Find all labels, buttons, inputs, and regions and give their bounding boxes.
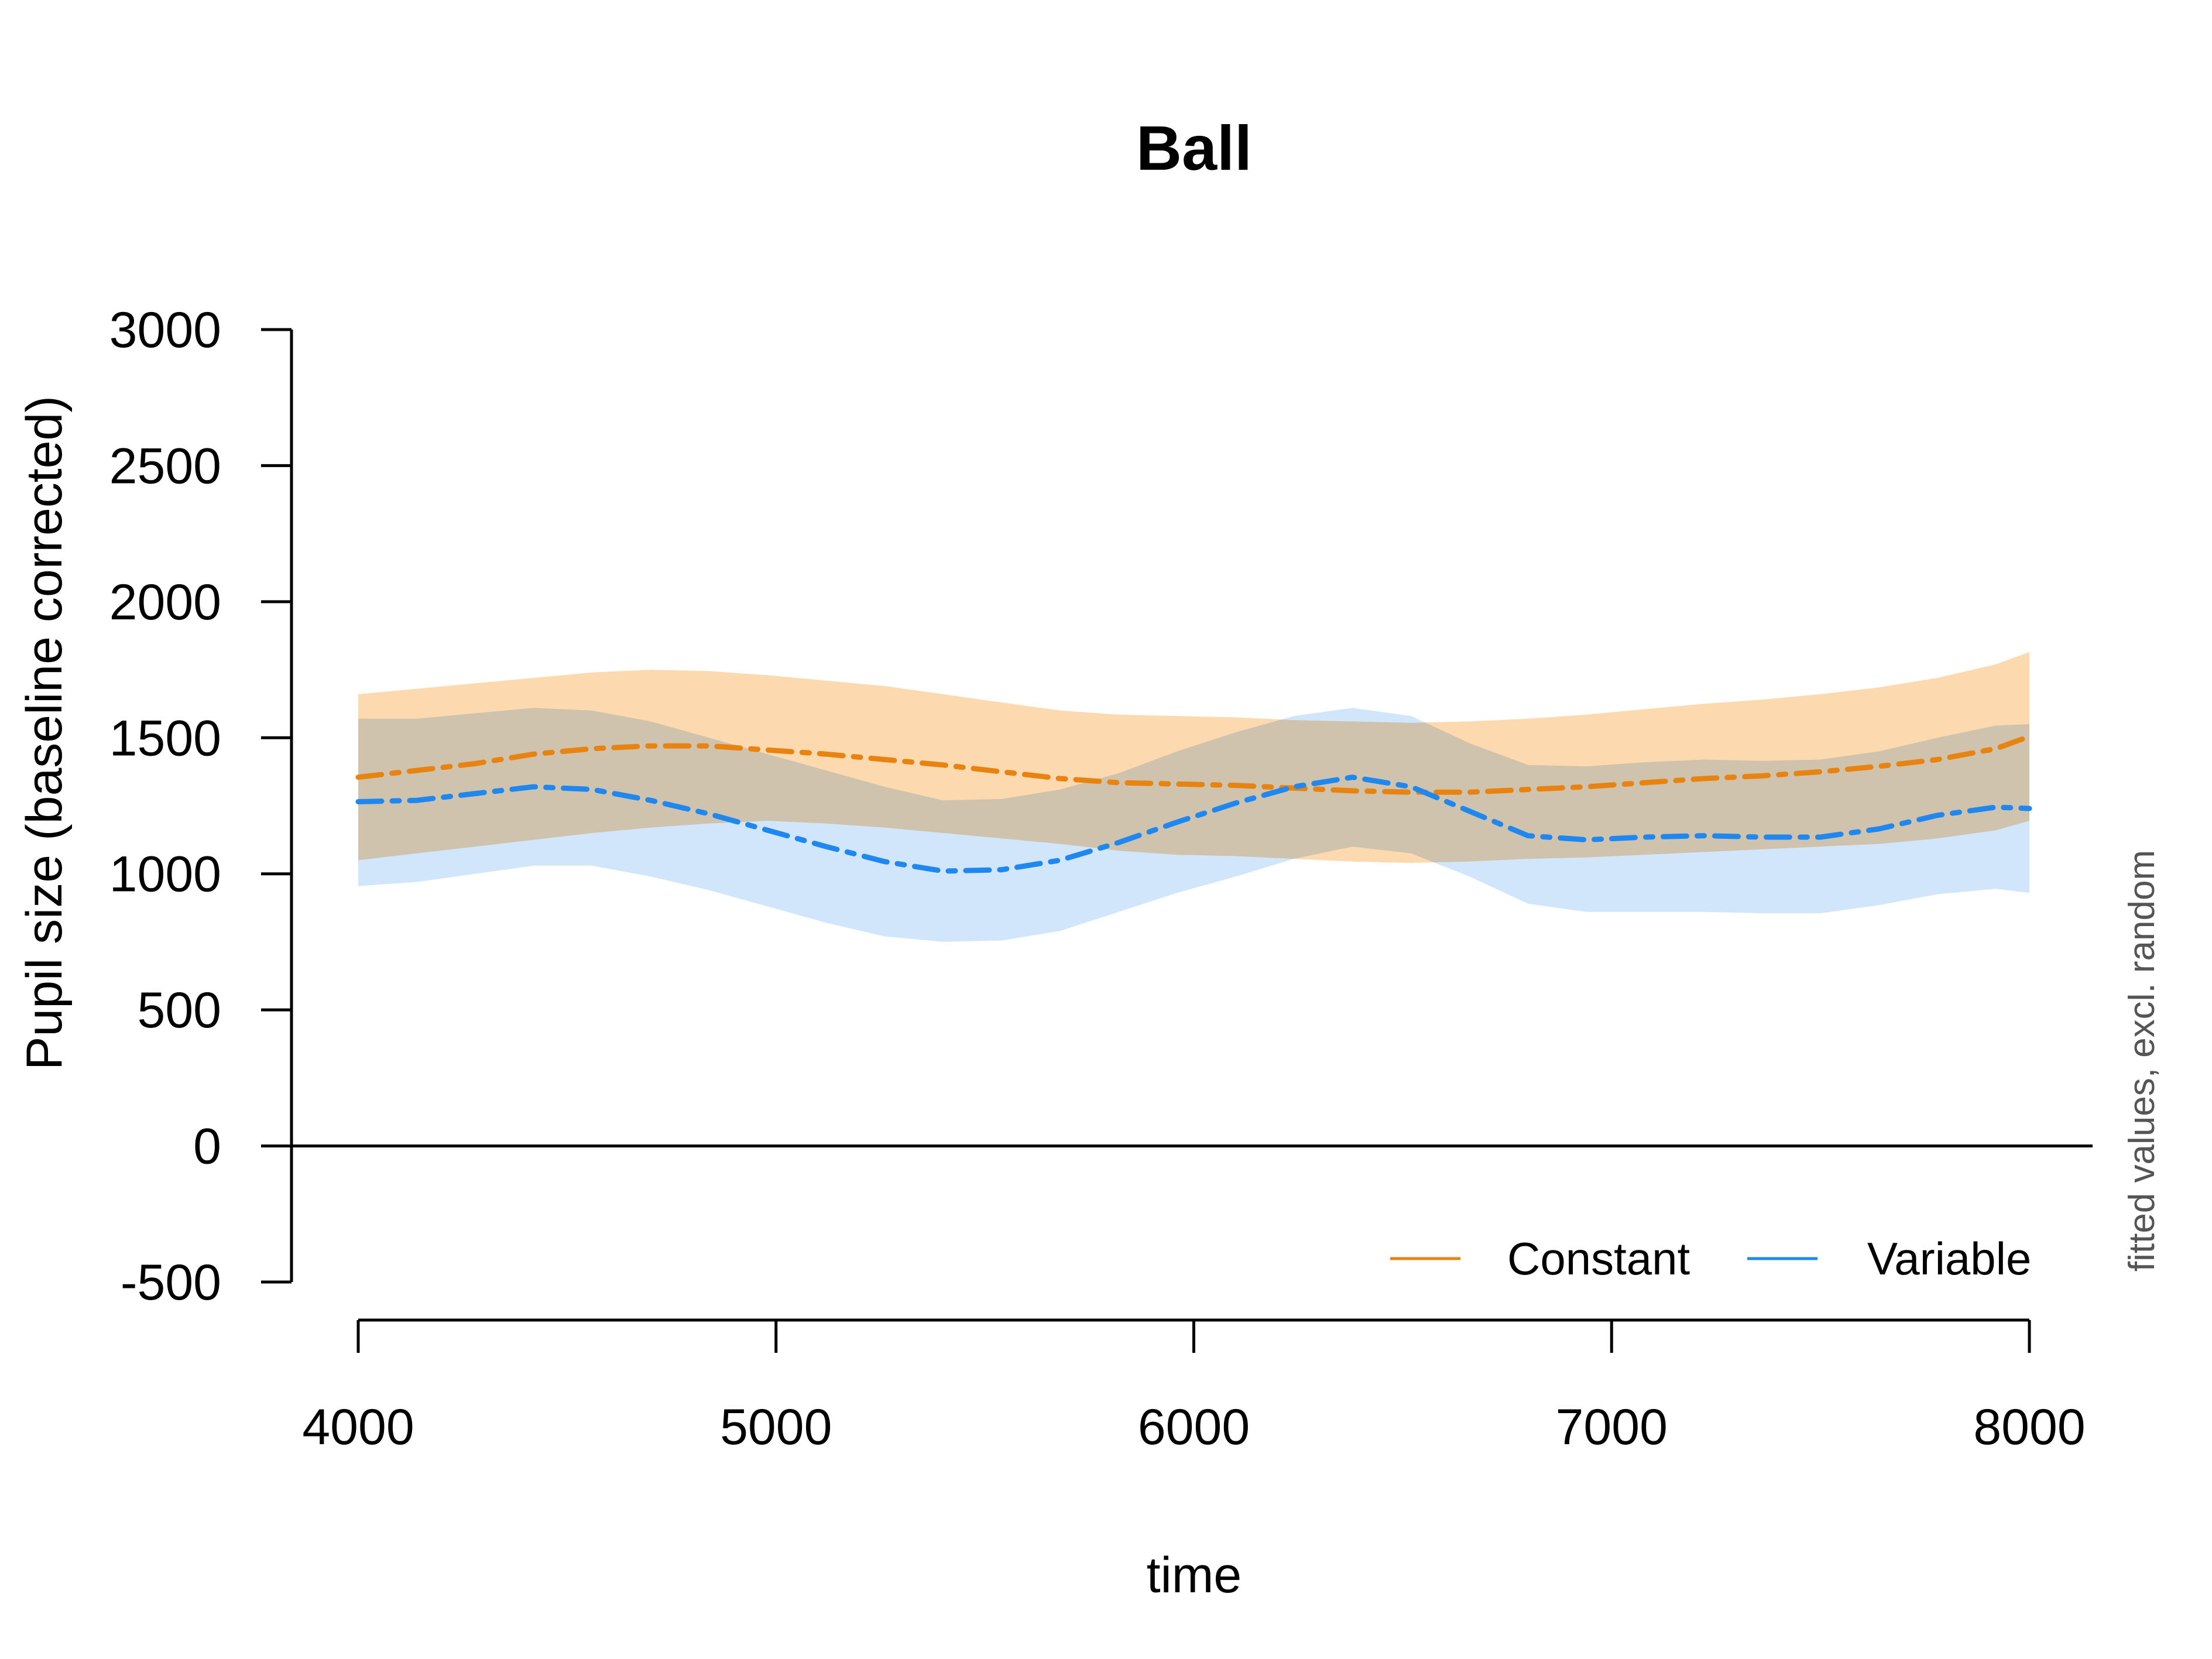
y-tick-label: -500 — [121, 1254, 221, 1311]
y-tick-label: 0 — [193, 1119, 221, 1175]
confidence-bands — [358, 652, 2029, 942]
line-variable — [355, 774, 2032, 874]
y-tick-label: 1500 — [109, 710, 221, 766]
fitted-values-note: fitted values, excl. random — [2122, 850, 2162, 1271]
series-lines — [355, 733, 2032, 874]
y-tick-label: 500 — [138, 982, 222, 1038]
x-tick-label: 6000 — [1138, 1399, 1250, 1455]
y-tick-label: 3000 — [109, 302, 221, 358]
y-axis: -500 0 500 1000 1500 2000 2500 3000 — [109, 302, 293, 1311]
y-tick-label: 1000 — [109, 846, 221, 903]
x-axis: 4000 5000 6000 7000 8000 — [302, 1318, 2086, 1455]
x-tick-label: 4000 — [302, 1399, 414, 1455]
legend: Constant Variable — [1390, 1233, 2031, 1284]
x-tick-label: 7000 — [1556, 1399, 1668, 1455]
band-variable — [358, 708, 2029, 942]
x-tick-label: 5000 — [720, 1399, 832, 1455]
x-tick-label: 8000 — [1973, 1399, 2085, 1455]
y-axis-label: Pupil size (baseline corrected) — [16, 396, 73, 1070]
y-tick-label: 2000 — [109, 574, 221, 630]
x-axis-label: time — [1147, 1547, 1242, 1603]
y-tick-label: 2500 — [109, 438, 221, 494]
legend-label-variable: Variable — [1867, 1233, 2031, 1284]
legend-label-constant: Constant — [1507, 1233, 1690, 1284]
chart-title: Ball — [1136, 112, 1252, 183]
